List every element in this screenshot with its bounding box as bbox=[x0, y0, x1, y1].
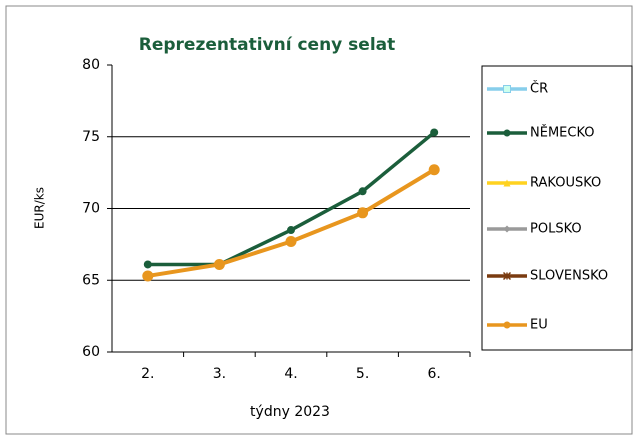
marker bbox=[428, 164, 440, 176]
y-tick-label: 75 bbox=[82, 129, 100, 145]
marker bbox=[143, 260, 152, 269]
y-tick-label: 70 bbox=[82, 201, 100, 217]
marker bbox=[213, 258, 225, 270]
legend-label: POLSKO bbox=[530, 222, 582, 237]
y-axis-label: EUR/ks bbox=[33, 187, 47, 229]
marker bbox=[357, 207, 369, 219]
legend-label: RAKOUSKO bbox=[530, 176, 601, 191]
marker bbox=[287, 226, 295, 235]
marker bbox=[503, 179, 511, 187]
legend-frame bbox=[481, 65, 633, 351]
marker bbox=[358, 187, 367, 196]
x-tick-label: 3. bbox=[213, 366, 226, 382]
y-tick-label: 80 bbox=[82, 57, 100, 73]
marker bbox=[503, 321, 511, 329]
legend-label: NĚMECKO bbox=[530, 125, 595, 141]
x-tick-label: 4. bbox=[284, 366, 297, 382]
marker bbox=[503, 225, 511, 233]
x-tick-label: 5. bbox=[356, 366, 369, 382]
legend-label: ČR bbox=[530, 81, 548, 97]
legend-label: SLOVENSKO bbox=[530, 269, 608, 284]
chart-title: Reprezentativní ceny selat bbox=[139, 35, 396, 55]
y-tick-label: 65 bbox=[82, 272, 100, 288]
marker bbox=[503, 129, 511, 137]
x-axis-label: týdny 2023 bbox=[250, 404, 330, 420]
marker bbox=[142, 270, 154, 282]
x-tick-label: 2. bbox=[141, 366, 154, 382]
marker bbox=[430, 128, 439, 137]
marker bbox=[503, 85, 511, 93]
y-tick-label: 60 bbox=[82, 344, 100, 360]
marker bbox=[285, 236, 297, 248]
legend-label: EU bbox=[530, 318, 548, 333]
x-tick-label: 6. bbox=[428, 366, 441, 382]
marker bbox=[502, 271, 512, 281]
